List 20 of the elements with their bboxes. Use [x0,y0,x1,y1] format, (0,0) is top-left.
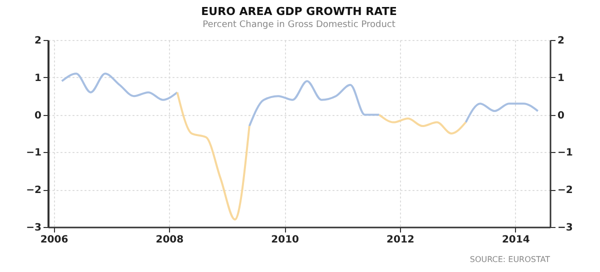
y-tick-label: −1 [26,148,42,159]
y-tick-label: 2 [34,36,42,46]
y2-tick-label: 2 [558,36,564,46]
x-tick-label: 2014 [502,234,530,246]
y2-tick-label: −2 [558,185,573,196]
x-tick-label: 2008 [156,234,184,246]
y-tick-label: 1 [34,72,42,84]
chart-title: EURO AREA GDP GROWTH RATE [201,5,397,18]
y2-tick-label: 1 [558,72,564,84]
x-tick-label: 2006 [40,234,68,246]
y2-tick-label: 0 [558,110,564,122]
y2-tick-label: −3 [558,222,573,234]
y-tick-label: −3 [26,222,42,234]
source-note: SOURCE: EUROSTAT [470,255,550,264]
y-tick-label: −2 [26,185,42,196]
y-tick-label: 0 [34,110,42,122]
x-tick-label: 2010 [271,234,300,246]
y2-tick-label: −1 [558,148,573,159]
x-tick-label: 2012 [386,234,414,246]
chart-subtitle: Percent Change in Gross Domestic Product [202,20,396,30]
